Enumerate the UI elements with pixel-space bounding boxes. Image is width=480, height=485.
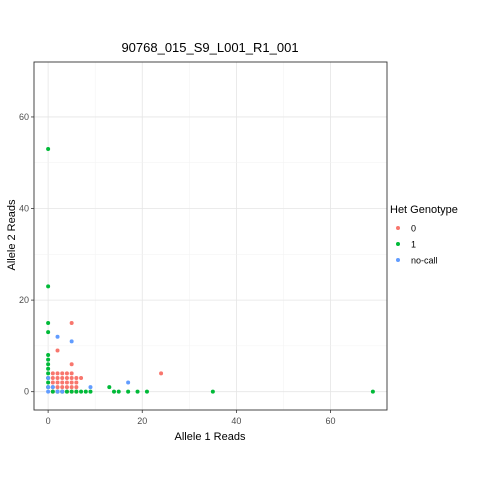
data-point-no-call (50, 385, 55, 390)
data-point-genotype-0 (55, 385, 60, 390)
legend-key-genotype-0 (396, 226, 400, 230)
data-point-no-call (126, 380, 131, 385)
chart-title: 90768_015_S9_L001_R1_001 (121, 40, 298, 55)
data-point-genotype-1 (126, 389, 131, 394)
data-point-genotype-0 (55, 375, 60, 380)
data-point-genotype-0 (69, 385, 74, 390)
data-point-genotype-1 (46, 366, 51, 371)
panel-background (34, 62, 387, 410)
legend-items: 0 1 no-call (396, 224, 438, 266)
data-point-genotype-1 (46, 284, 51, 289)
data-point-genotype-0 (74, 375, 79, 380)
data-point-genotype-1 (46, 353, 51, 358)
data-point-genotype-1 (135, 389, 140, 394)
y-tick-label: 0 (24, 387, 29, 397)
data-point-genotype-0 (50, 380, 55, 385)
data-point-no-call (60, 389, 65, 394)
data-point-genotype-0 (60, 371, 65, 376)
data-point-genotype-0 (64, 371, 69, 376)
data-point-genotype-1 (50, 389, 55, 394)
y-axis-label: Allele 2 Reads (6, 199, 18, 270)
data-point-genotype-0 (69, 321, 74, 325)
data-points (46, 147, 375, 394)
data-point-genotype-1 (46, 357, 51, 362)
data-point-genotype-0 (55, 380, 60, 385)
data-point-genotype-1 (46, 321, 51, 325)
data-point-no-call (88, 385, 93, 390)
data-point-genotype-0 (64, 385, 69, 390)
x-tick-label: 60 (326, 416, 336, 426)
data-point-genotype-0 (55, 348, 60, 353)
data-point-genotype-1 (83, 389, 88, 394)
data-point-genotype-0 (69, 362, 74, 367)
data-point-genotype-1 (64, 389, 69, 394)
data-point-genotype-0 (55, 371, 60, 376)
data-point-genotype-0 (69, 380, 74, 385)
data-point-genotype-0 (69, 371, 74, 376)
data-point-no-call (55, 389, 60, 394)
data-point-genotype-1 (46, 330, 51, 335)
grid-lines (34, 62, 387, 410)
data-point-genotype-1 (69, 389, 74, 394)
x-tick-label: 40 (231, 416, 241, 426)
data-point-no-call (69, 339, 74, 344)
data-point-genotype-1 (210, 389, 215, 394)
data-point-genotype-1 (88, 389, 93, 394)
x-tick-label: 0 (46, 416, 51, 426)
data-point-genotype-1 (116, 389, 121, 394)
data-point-genotype-1 (107, 385, 112, 390)
data-point-genotype-1 (74, 389, 79, 394)
data-point-genotype-1 (46, 362, 51, 367)
data-point-genotype-0 (60, 385, 65, 390)
data-point-genotype-1 (46, 371, 51, 376)
data-point-genotype-1 (112, 389, 117, 394)
legend-label: 1 (411, 240, 416, 250)
x-axis-label: Allele 1 Reads (175, 431, 246, 443)
data-point-genotype-0 (69, 375, 74, 380)
legend-title: Het Genotype (390, 204, 458, 216)
data-point-genotype-0 (64, 380, 69, 385)
data-point-no-call (46, 385, 51, 390)
legend-key-no-call (396, 258, 400, 262)
x-tick-label: 20 (137, 416, 147, 426)
data-point-genotype-0 (50, 371, 55, 376)
data-point-genotype-0 (74, 385, 79, 390)
y-tick-label: 40 (19, 204, 29, 214)
legend: Het Genotype 0 1 no-call (390, 204, 458, 266)
legend-key-genotype-1 (396, 242, 400, 246)
legend-label: 0 (411, 224, 416, 234)
data-point-genotype-0 (159, 371, 164, 376)
data-point-genotype-0 (50, 375, 55, 380)
data-point-genotype-0 (64, 375, 69, 380)
data-point-no-call (46, 375, 51, 380)
data-point-genotype-1 (144, 389, 149, 394)
data-point-genotype-1 (46, 147, 51, 151)
legend-label: no-call (411, 256, 438, 266)
plot-panel (34, 62, 387, 410)
y-tick-label: 60 (19, 112, 29, 122)
y-tick-label: 20 (19, 295, 29, 305)
data-point-genotype-1 (370, 389, 375, 394)
data-point-genotype-1 (46, 380, 51, 385)
data-point-genotype-0 (74, 380, 79, 385)
data-point-genotype-0 (60, 380, 65, 385)
data-point-no-call (46, 389, 51, 394)
data-point-genotype-0 (60, 375, 65, 380)
axis-ticks: 0 20 40 60 0 20 40 60 (19, 112, 336, 426)
data-point-genotype-0 (79, 375, 84, 380)
data-point-no-call (55, 334, 60, 339)
data-point-genotype-1 (79, 389, 84, 394)
plot-border (33, 61, 388, 411)
